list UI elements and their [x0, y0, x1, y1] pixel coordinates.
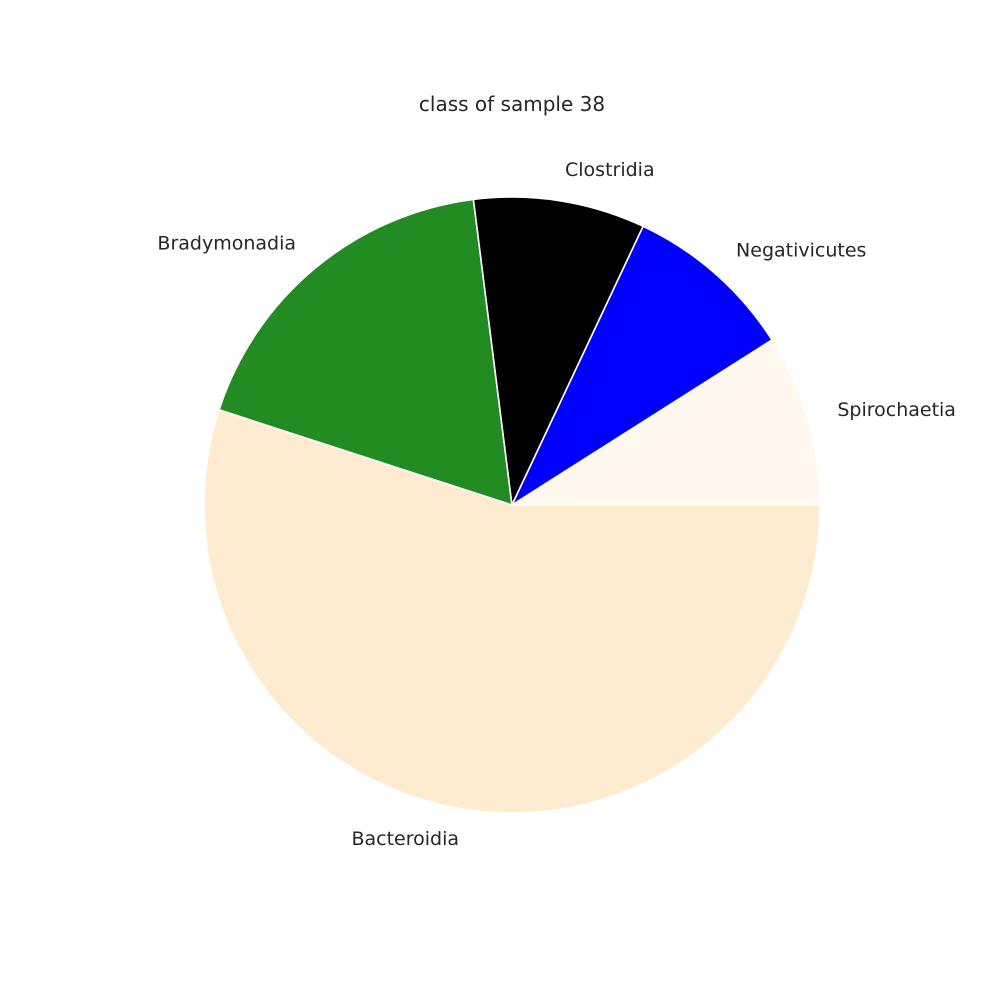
- pie-slice-bacteroidia: [203, 409, 821, 814]
- chart-title: class of sample 38: [419, 92, 605, 116]
- pie-slice-bradymonadia: [218, 198, 513, 506]
- pie-label-negativicutes: Negativicutes: [736, 239, 866, 261]
- pie-slice-spirochaetia: [511, 339, 821, 506]
- pie-label-spirochaetia: Spirochaetia: [837, 399, 956, 421]
- pie-slice-clostridia: [472, 196, 644, 506]
- pie-labels: Bacteroidia Bradymonadia Clostridia Negativ…: [157, 159, 956, 850]
- pie-label-bacteroidia: Bacteroidia: [351, 828, 459, 850]
- pie-label-clostridia: Clostridia: [565, 159, 655, 181]
- pie-slices: [203, 196, 821, 814]
- pie-label-bradymonadia: Bradymonadia: [157, 232, 296, 254]
- pie-slice-negativicutes: [511, 225, 773, 506]
